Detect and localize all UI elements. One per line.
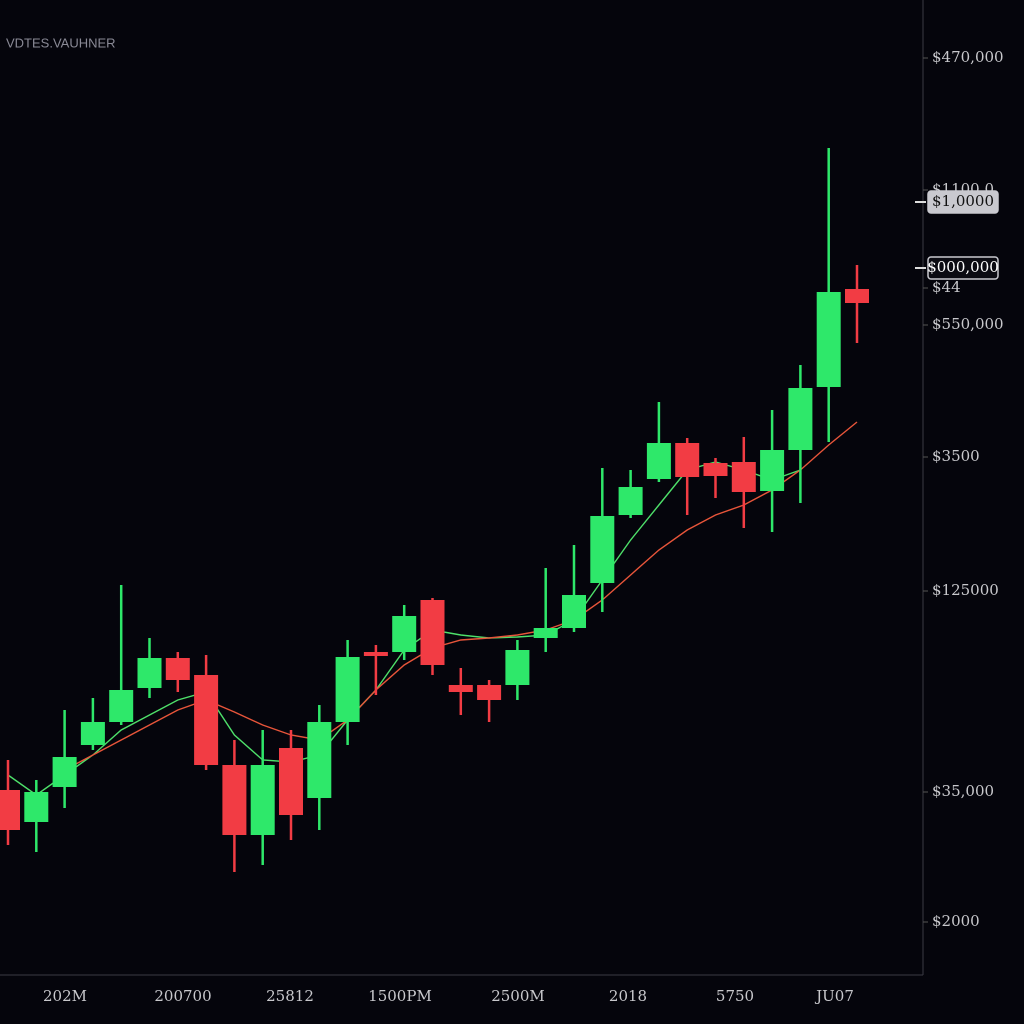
- x-tick-label: 200700: [154, 987, 211, 1005]
- candle-body: [731, 462, 756, 492]
- candle-body: [618, 487, 643, 515]
- candle-body: [165, 658, 190, 680]
- candle-body: [392, 616, 417, 652]
- candle-body: [562, 595, 586, 628]
- candle-body: [0, 790, 20, 830]
- candle-body: [222, 765, 247, 835]
- candle-body: [194, 675, 219, 765]
- candle-body: [646, 443, 671, 479]
- candle-body: [448, 685, 473, 692]
- y-tick-label: $125000: [932, 581, 999, 599]
- candle-body: [307, 722, 332, 798]
- x-tick-label: 1500PM: [368, 987, 432, 1005]
- price-marker-box: [927, 190, 999, 214]
- x-tick-label: 5750: [716, 987, 754, 1005]
- candle-body: [788, 388, 813, 450]
- candle-body: [420, 600, 445, 665]
- price-marker-label: $1,0000: [932, 192, 994, 210]
- candle-body: [250, 765, 275, 835]
- y-tick-label: $470,000: [932, 48, 1004, 66]
- price-marker-box: [927, 256, 999, 280]
- candle-body: [363, 652, 388, 656]
- candle-body: [590, 516, 615, 583]
- price-marker-label: $000,000: [927, 258, 999, 276]
- x-tick-label: 25812: [266, 987, 314, 1005]
- candle-body: [109, 690, 134, 722]
- y-tick-label: $44: [932, 278, 961, 296]
- y-tick-label: $550,000: [932, 315, 1004, 333]
- candle-body: [816, 292, 841, 387]
- y-tick-label: $3500: [932, 447, 980, 465]
- candle-body: [279, 748, 303, 815]
- candle-body: [533, 628, 558, 638]
- candle-body: [675, 443, 700, 477]
- candle-body: [845, 289, 869, 303]
- x-tick-label: 2500M: [491, 987, 545, 1005]
- candle-body: [80, 722, 105, 745]
- candle-body: [52, 757, 77, 787]
- candle-body: [505, 650, 530, 685]
- chart-title: VDTES.VAUHNER: [6, 35, 116, 50]
- candle-body: [335, 657, 360, 722]
- x-tick-label: 2018: [609, 987, 647, 1005]
- x-tick-label: JU07: [814, 987, 854, 1005]
- y-tick-label: $2000: [932, 912, 980, 930]
- candle-body: [760, 450, 785, 491]
- y-tick-label: $35,000: [932, 782, 994, 800]
- x-tick-label: 202M: [43, 987, 87, 1005]
- candle-body: [137, 658, 162, 688]
- candle-body: [703, 463, 728, 476]
- candle-body: [477, 685, 502, 700]
- candle-body: [24, 792, 49, 822]
